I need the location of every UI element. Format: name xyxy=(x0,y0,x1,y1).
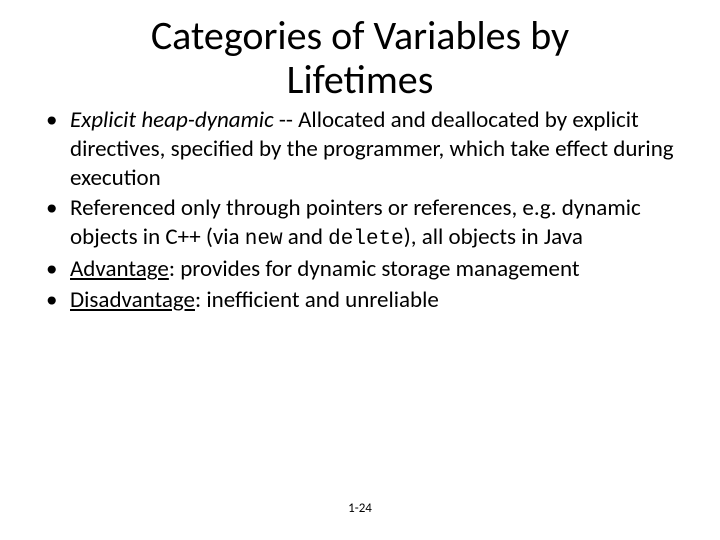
slide-number: 1-24 xyxy=(0,501,720,516)
slide-title: Categories of Variables by Lifetimes xyxy=(0,0,720,106)
bullet-text: ), all objects in Java xyxy=(404,223,583,251)
bullet-item: Referenced only through pointers or refe… xyxy=(44,194,684,253)
bullet-item: Explicit heap-dynamic -- Allocated and d… xyxy=(44,106,684,192)
bullet-list: Explicit heap-dynamic -- Allocated and d… xyxy=(44,106,684,315)
term-italic: Explicit heap-dynamic xyxy=(70,106,274,134)
bullet-item: Advantage: provides for dynamic storage … xyxy=(44,255,684,284)
bullet-text: : provides for dynamic storage managemen… xyxy=(169,255,580,283)
code-text: new xyxy=(245,228,283,251)
label-underline: Disadvantage xyxy=(70,286,195,314)
bullet-text: and xyxy=(283,223,329,251)
slide-content: Explicit heap-dynamic -- Allocated and d… xyxy=(0,106,720,315)
slide: Categories of Variables by Lifetimes Exp… xyxy=(0,0,720,540)
bullet-text: : inefficient and unreliable xyxy=(195,286,439,314)
title-line-2: Lifetimes xyxy=(287,55,434,104)
bullet-item: Disadvantage: inefficient and unreliable xyxy=(44,286,684,315)
title-line-1: Categories of Variables by xyxy=(151,11,569,60)
label-underline: Advantage xyxy=(70,255,169,283)
code-text: delete xyxy=(328,228,404,251)
